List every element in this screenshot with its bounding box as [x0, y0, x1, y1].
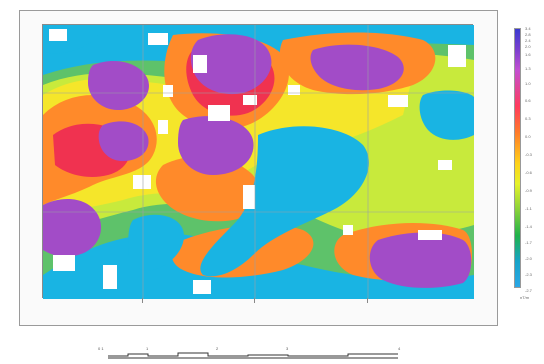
scale-label: 3: [286, 346, 289, 351]
scale-label: 0 1: [98, 346, 104, 351]
legend-label: -1.1: [525, 206, 532, 211]
magenta-high-northeast: [310, 44, 404, 91]
x-tick: [142, 298, 143, 303]
magenta-high-center: [178, 116, 254, 175]
x-tick: [254, 298, 255, 303]
magenta-high-southwest: [43, 199, 102, 257]
legend-label: 2.8: [525, 32, 531, 37]
color-legend-bar: [514, 28, 521, 288]
scale-label: 4: [398, 346, 401, 351]
map-area[interactable]: [42, 24, 474, 299]
legend-label: 3.4: [525, 26, 531, 31]
magenta-high-west: [88, 60, 149, 110]
magenta-high-mid: [98, 121, 149, 162]
scale-label: 2: [216, 346, 219, 351]
scale-bar: 0 1 1 2 3 4: [98, 346, 408, 360]
x-tick: [367, 298, 368, 303]
magenta-high-north: [190, 34, 272, 95]
legend-label: 1.6: [525, 52, 531, 57]
legend-label: 2.0: [525, 44, 531, 49]
orange-zone-central: [155, 156, 261, 222]
legend-label: -0.9: [525, 188, 532, 193]
cyan-low-center: [200, 126, 369, 277]
magenta-high-southeast: [369, 232, 472, 288]
legend-label: -2.0: [525, 256, 532, 261]
legend-label: -0.6: [525, 170, 532, 175]
legend-label: 0.3: [525, 116, 531, 121]
legend-label: 2.4: [525, 38, 531, 43]
legend-label: 1.0: [525, 81, 531, 86]
cyan-low-south: [128, 214, 184, 271]
magnetic-anomaly-map: [43, 25, 474, 299]
legend-label: -2.3: [525, 272, 532, 277]
legend-unit: nT/m: [520, 295, 530, 300]
legend-label: -2.7: [525, 288, 532, 293]
color-legend-labels: 3.4 2.8 2.4 2.0 1.6 1.3 1.0 0.6 0.3 0.0 …: [525, 26, 544, 296]
map-grid: [43, 25, 474, 299]
legend-label: -1.4: [525, 224, 532, 229]
legend-label: -0.3: [525, 152, 532, 157]
legend-label: 0.6: [525, 98, 531, 103]
cyan-low-east: [419, 90, 474, 140]
scale-bar-graphic: [108, 352, 398, 359]
legend-label: 1.3: [525, 66, 531, 71]
legend-label: 0.0: [525, 134, 531, 139]
scale-label: 1: [146, 346, 149, 351]
legend-label: -1.7: [525, 240, 532, 245]
no-data-patches: [49, 29, 466, 294]
